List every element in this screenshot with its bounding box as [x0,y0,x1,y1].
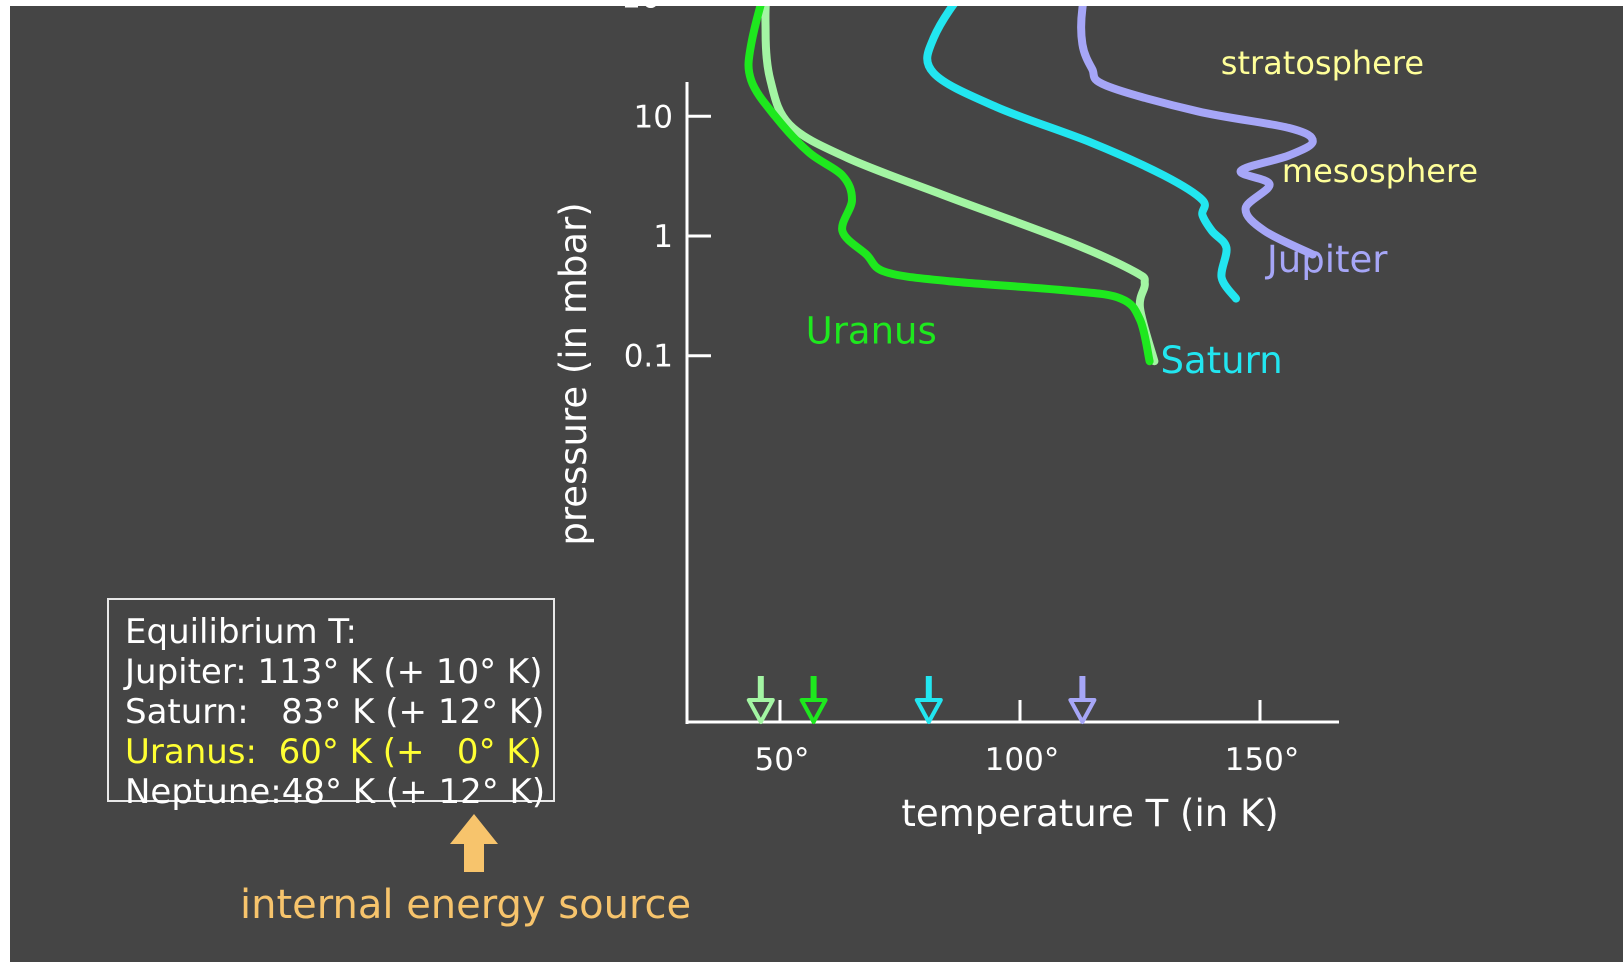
y-tick-label: 0.1 [624,339,673,375]
chart-ticks: 0.111010²10³10⁴50°100°150° [621,6,1299,778]
series-label-jupiter: Jupiter [1265,238,1388,281]
y-axis-title: pressure (in mbar) [552,202,595,545]
y-tick-label: 10 [634,99,673,135]
equilibrium-temperature-box: Equilibrium T: Jupiter: 113° K (+ 10° K)… [107,598,555,812]
y-tick-label: 1 [653,219,673,255]
x-tick-label: 50° [755,742,810,778]
equilibrium-arrow-icon [799,676,828,724]
equilibrium-arrows [746,676,1097,724]
series-label-saturn: Saturn [1161,339,1283,382]
series-label-uranus: Uranus [806,309,937,352]
equilibrium-arrow-head [1068,698,1097,724]
chart-series [744,6,1317,366]
x-tick-label: 100° [985,742,1060,778]
x-axis-title: temperature T (in K) [901,792,1278,835]
equilibrium-arrow-head [799,698,828,724]
y-tick-label: 10² [621,6,673,16]
equilibrium-arrow-head [914,698,943,724]
layer-label-mesosphere: mesosphere [1282,152,1478,190]
internal-energy-label: internal energy source [240,882,692,928]
series-line-jupiter [1077,6,1317,259]
equilibrium-arrow-icon [914,676,943,724]
x-tick-label: 150° [1225,742,1300,778]
chart-labels: temperature T (in K) pressure (in mbar) Ur… [552,6,1478,835]
equilibrium-line-jupiter: Jupiter: 113° K (+ 10° K) [125,652,543,692]
equilibrium-arrow-icon [1068,676,1097,724]
equilibrium-line-saturn: Saturn: 83° K (+ 12° K) [125,692,545,732]
temperature-pressure-chart: 0.111010²10³10⁴50°100°150° temperature T… [552,6,1478,835]
equilibrium-arrow-icon [746,676,775,724]
series-line-neptune [761,6,1159,366]
series-line-uranus [744,6,1154,366]
equilibrium-title: Equilibrium T: [125,612,357,652]
internal-energy-arrow-icon [450,814,498,872]
slide: 0.111010²10³10⁴50°100°150° temperature T… [10,6,1623,962]
equilibrium-line-neptune: Neptune:48° K (+ 12° K) [125,772,546,812]
layer-label-stratosphere: stratosphere [1221,44,1424,82]
equilibrium-arrow-head [746,698,775,724]
equilibrium-line-uranus: Uranus: 60° K (+ 0° K) [125,732,542,772]
chart-axes [685,82,1339,724]
series-line-saturn [923,6,1240,303]
